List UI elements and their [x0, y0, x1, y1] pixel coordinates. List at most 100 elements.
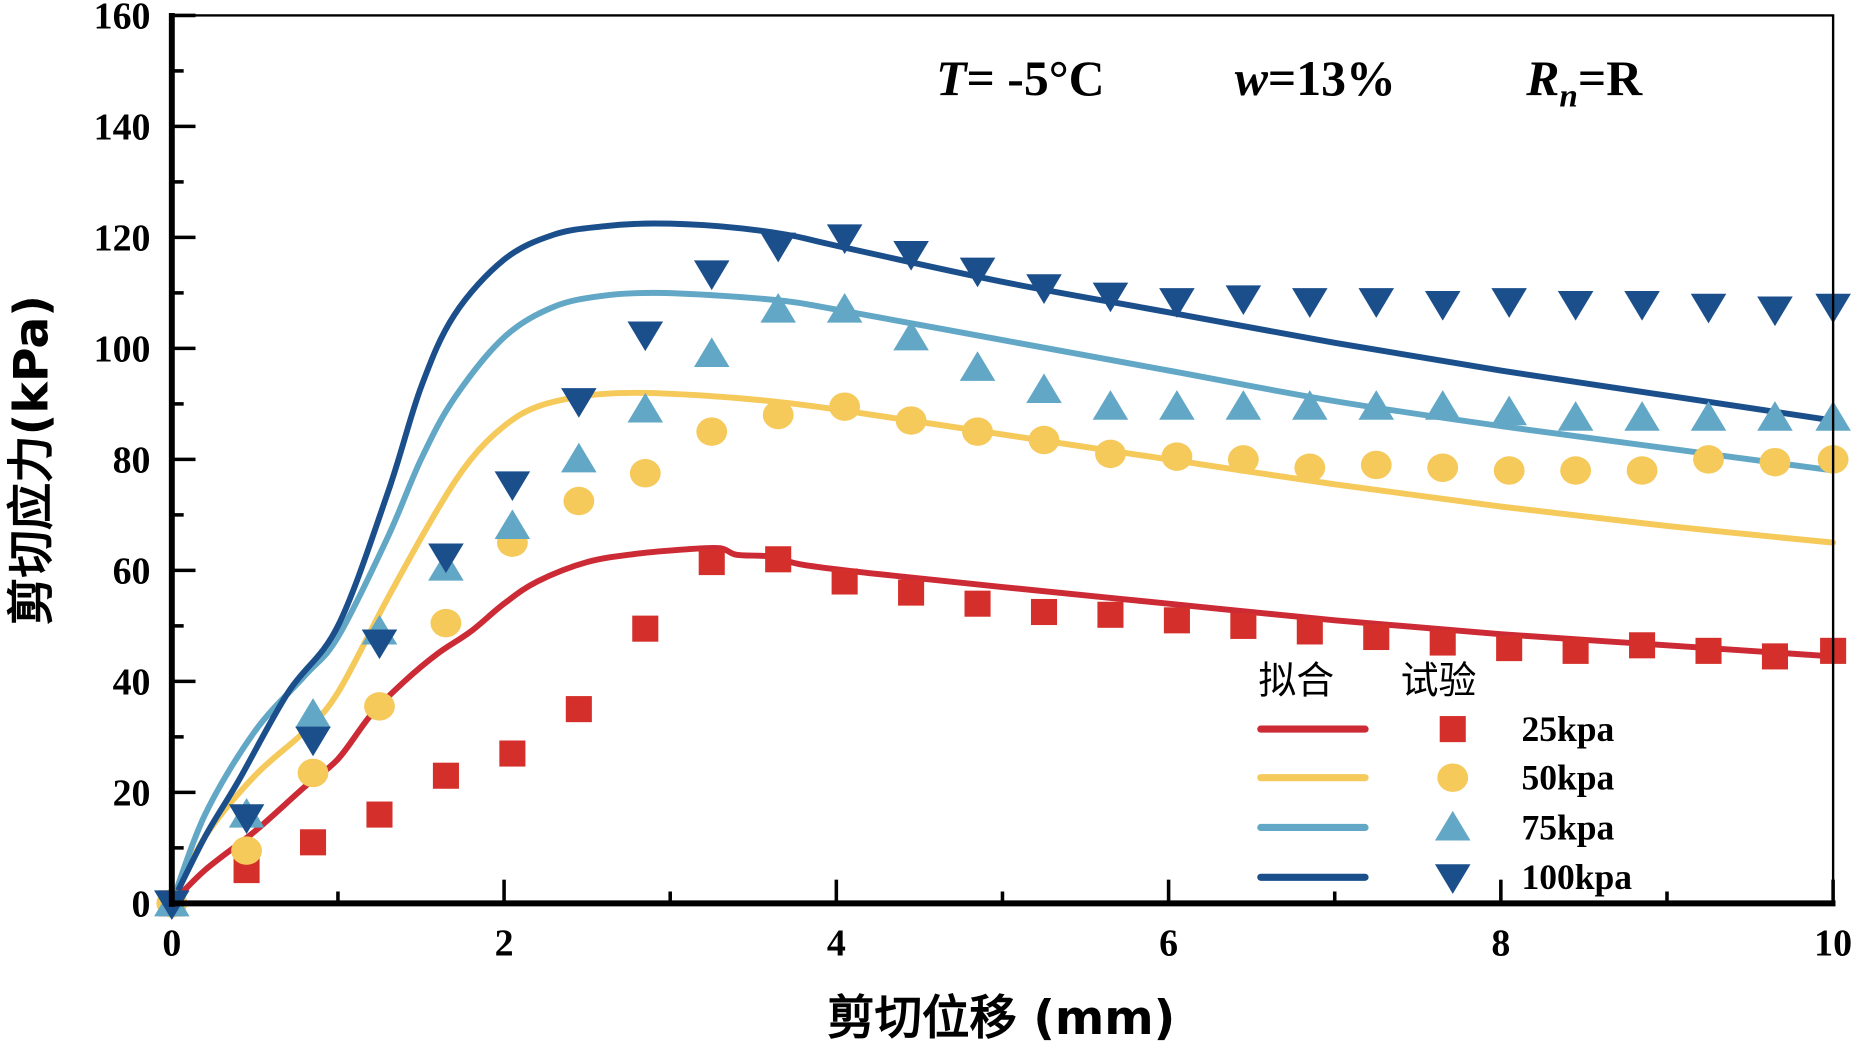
test-point-75kpa	[693, 337, 730, 367]
legend-marker-swatch	[1434, 864, 1471, 894]
legend-marker-swatch	[1434, 810, 1471, 841]
x-tick-label: 0	[162, 923, 181, 965]
test-point-75kpa	[1225, 390, 1262, 420]
legend-marker-swatch	[1439, 716, 1466, 743]
test-point-75kpa	[1557, 401, 1594, 431]
test-point-25kpa	[299, 829, 327, 856]
test-point-100kpa	[959, 257, 996, 288]
test-point-75kpa	[1026, 373, 1062, 404]
test-point-75kpa	[1358, 390, 1395, 420]
test-point-25kpa	[1429, 629, 1456, 656]
legend-header-test: 试验	[1401, 659, 1477, 703]
test-point-100kpa	[826, 224, 863, 254]
test-point-25kpa	[1097, 601, 1124, 628]
x-tick-label: 2	[495, 923, 514, 965]
x-tick-label: 4	[827, 923, 846, 965]
test-point-100kpa	[1358, 288, 1395, 318]
test-point-25kpa	[698, 549, 725, 576]
temperature-annotation: T= -5°C	[936, 51, 1104, 106]
legend-item-75kpa: 75kpa	[1257, 807, 1615, 847]
test-point-100kpa	[1424, 290, 1461, 321]
test-point-75kpa	[1690, 401, 1727, 431]
roughness-annotation: Rn=R	[1525, 51, 1643, 115]
test-point-75kpa	[893, 320, 929, 351]
test-point-100kpa	[561, 388, 597, 418]
test-point-25kpa	[1562, 637, 1589, 664]
test-point-25kpa	[1163, 607, 1190, 634]
moisture-annotation: w=13%	[1235, 51, 1396, 106]
test-point-100kpa	[428, 543, 464, 574]
y-tick-label: 80	[113, 439, 151, 481]
test-point-100kpa	[1225, 285, 1262, 316]
legend-item-100kpa: 100kpa	[1257, 857, 1632, 897]
test-markers	[154, 224, 1851, 920]
test-point-25kpa	[1230, 612, 1257, 639]
test-point-75kpa	[1092, 390, 1129, 420]
x-tick-label: 10	[1814, 923, 1852, 965]
legend-header-fit: 拟合	[1258, 659, 1334, 703]
test-point-25kpa	[1695, 637, 1722, 664]
test-point-25kpa	[831, 568, 858, 595]
test-point-25kpa	[1629, 632, 1656, 659]
test-point-50kpa	[231, 836, 262, 865]
test-point-75kpa	[1757, 401, 1793, 431]
test-point-50kpa	[1560, 456, 1592, 485]
test-point-100kpa	[1292, 288, 1328, 318]
test-point-100kpa	[1624, 290, 1660, 321]
legend-item-25kpa: 25kpa	[1257, 709, 1615, 749]
test-point-50kpa	[1161, 442, 1193, 471]
test-point-100kpa	[1092, 282, 1129, 313]
test-point-100kpa	[1026, 274, 1062, 304]
test-point-25kpa	[765, 546, 792, 573]
test-point-25kpa	[1296, 618, 1323, 645]
test-point-100kpa	[893, 241, 929, 271]
test-point-100kpa	[494, 471, 531, 501]
test-point-25kpa	[632, 615, 659, 642]
test-point-50kpa	[762, 400, 794, 430]
test-point-75kpa	[959, 351, 996, 381]
test-point-50kpa	[563, 486, 595, 516]
y-tick-label: 160	[94, 0, 151, 37]
y-tick-label: 0	[132, 883, 151, 925]
test-point-50kpa	[1227, 445, 1259, 474]
legend-item-50kpa: 50kpa	[1257, 758, 1615, 798]
fit-line-25kpa	[168, 544, 1837, 907]
test-point-75kpa	[1424, 390, 1461, 420]
legend-label: 25kpa	[1521, 709, 1614, 749]
test-point-25kpa	[898, 579, 925, 606]
y-tick-label: 120	[94, 217, 151, 259]
test-point-75kpa	[494, 509, 531, 540]
test-point-50kpa	[1028, 425, 1060, 455]
legend-label: 100kpa	[1521, 857, 1632, 897]
test-point-75kpa	[1292, 390, 1328, 420]
test-point-100kpa	[295, 726, 331, 757]
test-point-100kpa	[1159, 288, 1195, 318]
y-tick-label: 40	[113, 661, 151, 703]
legend-label: 75kpa	[1521, 807, 1614, 847]
legend-rows: 25kpa 50kpa 75kpa 100kpa	[1257, 709, 1632, 897]
test-point-75kpa	[561, 442, 597, 473]
test-point-25kpa	[1363, 623, 1390, 651]
test-point-75kpa	[627, 392, 664, 423]
test-point-50kpa	[1427, 453, 1459, 482]
test-point-50kpa	[1360, 450, 1392, 480]
test-point-50kpa	[1693, 445, 1724, 474]
test-point-75kpa	[295, 698, 331, 728]
test-point-25kpa	[1761, 643, 1789, 670]
test-point-100kpa	[1757, 296, 1793, 327]
test-point-50kpa	[297, 758, 329, 788]
test-point-100kpa	[1557, 290, 1594, 321]
test-point-100kpa	[760, 232, 796, 263]
test-point-50kpa	[829, 392, 861, 421]
test-point-100kpa	[228, 804, 265, 834]
y-ticks: 0 20 40 60 80 100 120 140 160	[94, 0, 196, 925]
test-point-50kpa	[1626, 456, 1658, 485]
test-point-50kpa	[962, 417, 993, 446]
test-point-25kpa	[1030, 598, 1058, 626]
test-point-50kpa	[629, 459, 661, 488]
fit-line-100kpa	[168, 220, 1837, 907]
x-tick-label: 6	[1159, 923, 1178, 965]
test-point-25kpa	[565, 696, 592, 723]
test-point-25kpa	[499, 740, 526, 767]
